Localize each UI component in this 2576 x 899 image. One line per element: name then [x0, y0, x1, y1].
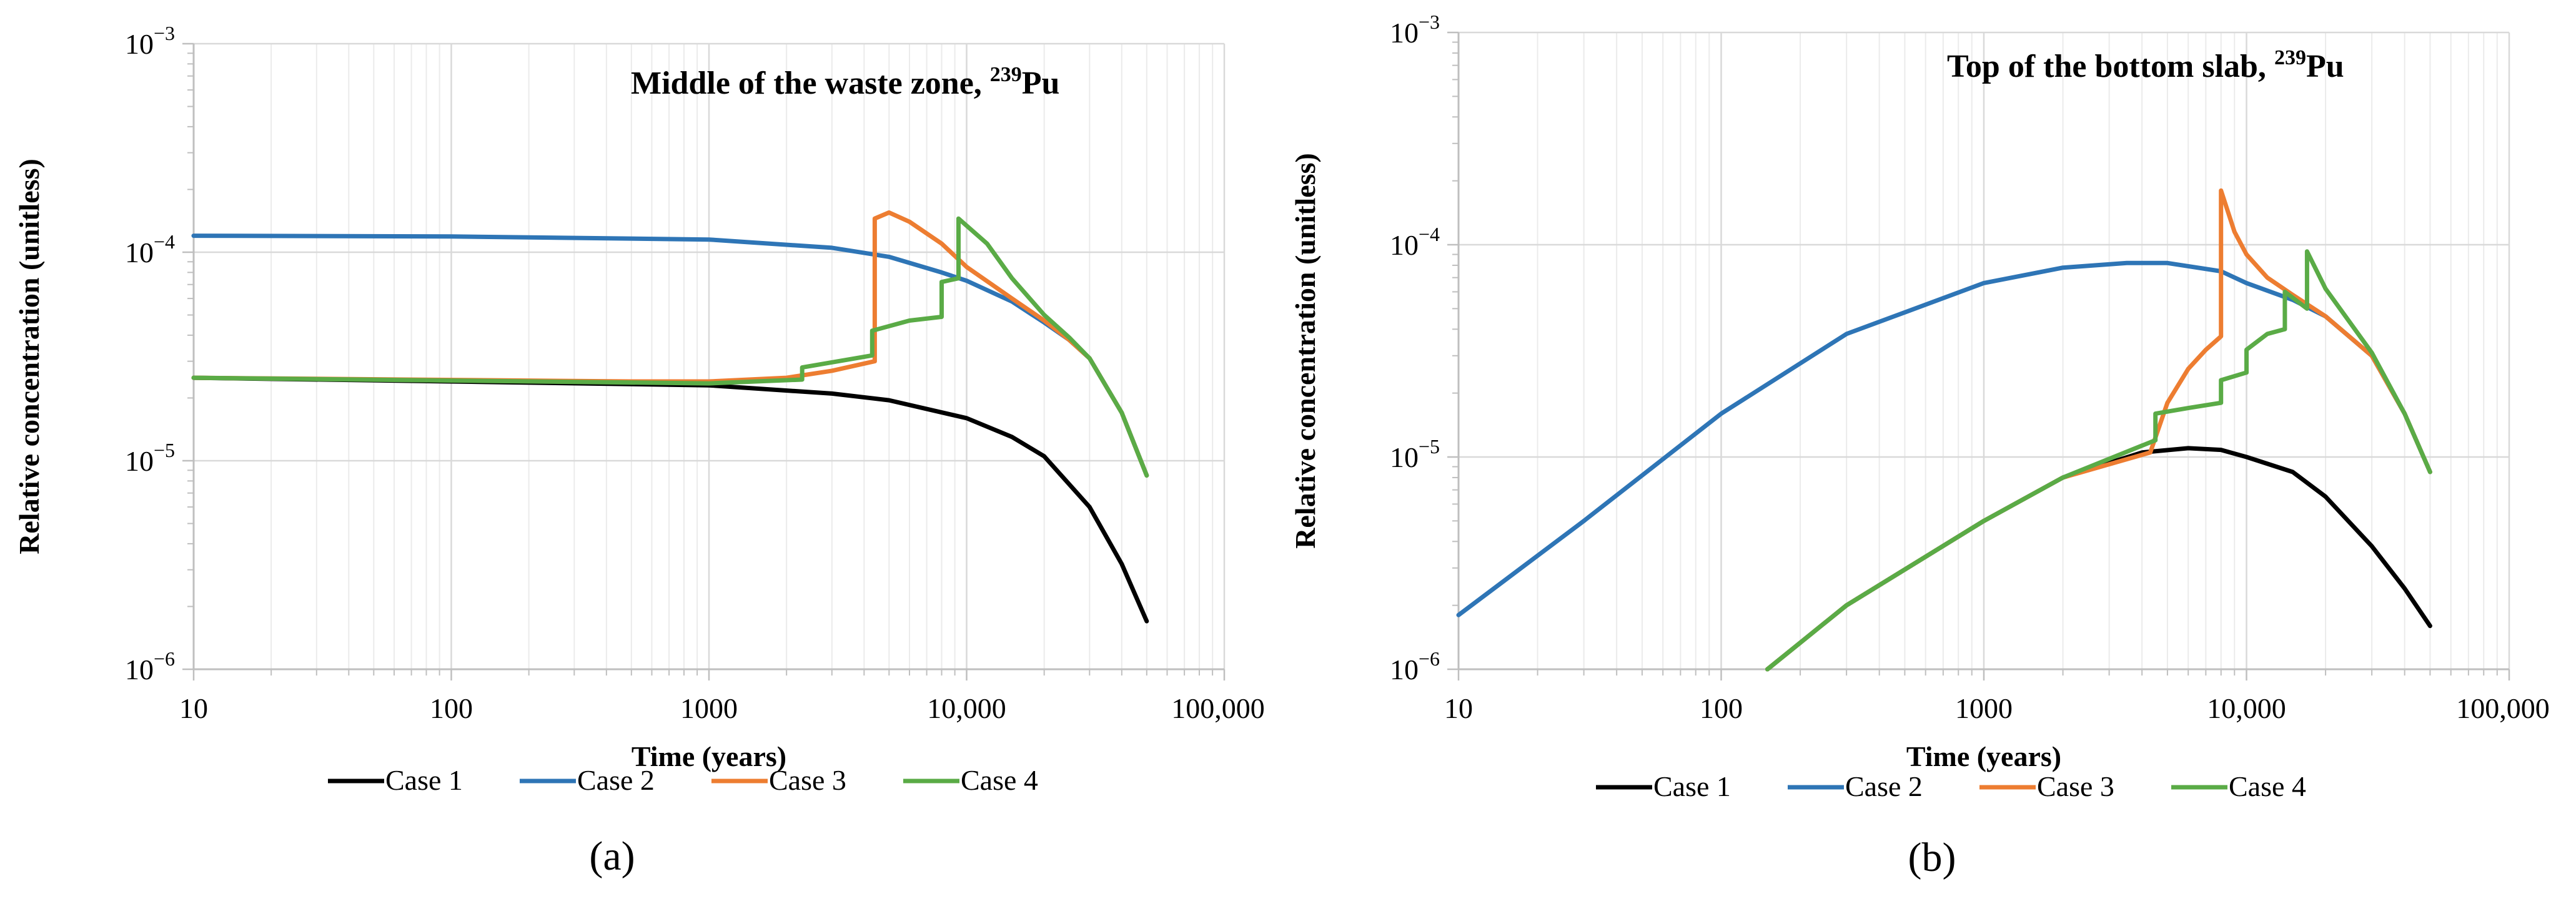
y-tick-label: 10−4 — [125, 230, 175, 268]
y-axis-label: Relative concentration (unitless) — [1289, 153, 1321, 549]
legend-label-case-4: Case 4 — [961, 764, 1038, 796]
series-line-case-3 — [1765, 188, 2432, 672]
chart-title-main: Top of the bottom slab, — [1947, 49, 2274, 84]
x-tick-label: 10,000 — [927, 692, 1006, 724]
y-tick-label: 10−4 — [1390, 223, 1440, 261]
y-tick-exp: −3 — [154, 22, 175, 44]
panel-label: (b) — [1908, 835, 1956, 880]
y-tick-base: 10 — [125, 28, 154, 60]
x-tick-label: 100,000 — [1171, 692, 1265, 724]
y-tick-exp: −6 — [154, 647, 175, 670]
chart-title: Top of the bottom slab, 239Pu — [1947, 46, 2344, 84]
x-tick-label: 100,000 — [2456, 692, 2550, 724]
legend-label-case-4: Case 4 — [2229, 770, 2306, 802]
y-tick-label: 10−6 — [125, 647, 175, 685]
legend: Case 1 Case 2 Case 3 Case 4 — [1596, 770, 2306, 802]
chart-title-sup: 239 — [2274, 46, 2306, 69]
y-tick-exp: −4 — [154, 230, 175, 253]
legend-label-case-1: Case 1 — [1653, 770, 1731, 802]
chart-title-main: Middle of the waste zone, — [631, 66, 990, 101]
y-tick-base: 10 — [125, 445, 154, 477]
chart-panel-2: 10 100 1000 10,000 100,00010−610−510−410−3Ti… — [1289, 11, 2550, 880]
y-tick-base: 10 — [1390, 229, 1419, 261]
y-tick-exp: −4 — [1419, 223, 1440, 245]
y-tick-exp: −6 — [1419, 647, 1440, 670]
chart-title-end: Pu — [1022, 66, 1060, 101]
x-axis-label: Time (years) — [1906, 740, 2061, 772]
y-tick-base: 10 — [1390, 441, 1419, 473]
x-tick-label: 100 — [430, 692, 473, 724]
x-tick-label: 100 — [1700, 692, 1743, 724]
chart-title: Middle of the waste zone, 239Pu — [631, 63, 1059, 101]
y-tick-label: 10−6 — [1390, 647, 1440, 685]
x-tick-label: 10,000 — [2207, 692, 2286, 724]
y-tick-label: 10−3 — [1390, 11, 1440, 49]
y-tick-label: 10−5 — [1390, 435, 1440, 473]
x-tick-label: 1000 — [1955, 692, 2013, 724]
y-tick-base: 10 — [1390, 654, 1419, 685]
y-tick-exp: −5 — [1419, 435, 1440, 458]
legend-label-case-3: Case 3 — [769, 764, 846, 796]
legend: Case 1 Case 2 Case 3 Case 4 — [328, 764, 1038, 796]
series-line-case-2 — [191, 233, 1149, 478]
chart-panel-1: 10 100 1000 10,000 100,00010−610−510−410−3Ti… — [13, 22, 1265, 879]
legend-label-case-1: Case 1 — [385, 764, 463, 796]
series-line-case-1 — [191, 375, 1149, 624]
y-tick-base: 10 — [1390, 17, 1419, 49]
legend-label-case-2: Case 2 — [577, 764, 655, 796]
x-tick-label: 10 — [179, 692, 208, 724]
legend-label-case-3: Case 3 — [2037, 770, 2114, 802]
x-tick-label: 1000 — [680, 692, 738, 724]
y-tick-base: 10 — [125, 654, 154, 685]
series-line-case-1 — [1765, 446, 2432, 672]
y-tick-label: 10−3 — [125, 22, 175, 60]
x-tick-label: 10 — [1444, 692, 1473, 724]
series-line-case-4 — [1765, 249, 2432, 672]
chart-title-end: Pu — [2306, 49, 2344, 84]
chart-title-sup: 239 — [990, 63, 1022, 86]
x-axis-label: Time (years) — [632, 740, 786, 772]
panel-label: (a) — [589, 833, 635, 879]
y-tick-label: 10−5 — [125, 439, 175, 477]
y-tick-exp: −5 — [154, 439, 175, 461]
y-tick-exp: −3 — [1419, 11, 1440, 33]
legend-label-case-2: Case 2 — [1845, 770, 1923, 802]
y-axis-label: Relative concentration (unitless) — [13, 159, 45, 554]
y-tick-base: 10 — [125, 237, 154, 268]
series-line-case-4 — [191, 216, 1149, 478]
